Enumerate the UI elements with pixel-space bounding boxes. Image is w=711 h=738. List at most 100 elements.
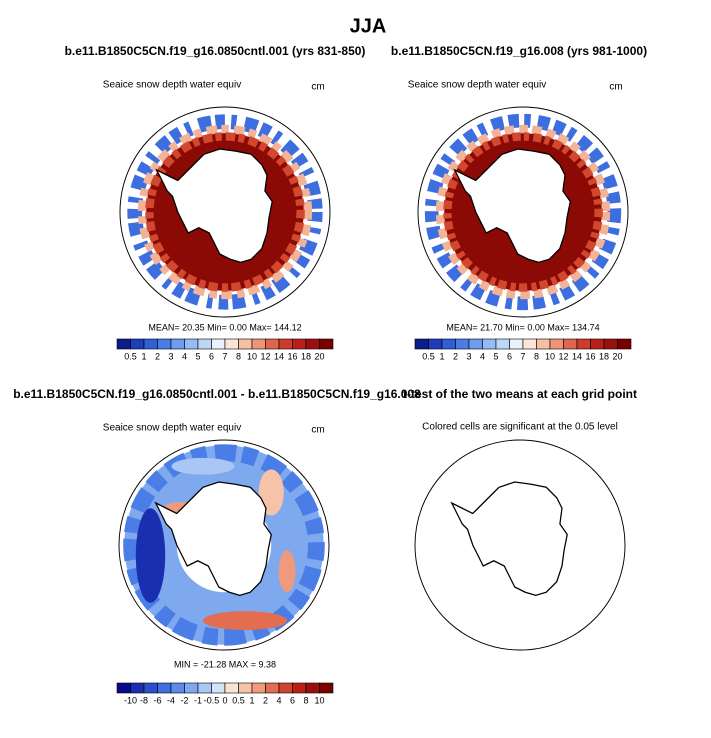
- colorbar-box: [482, 338, 497, 350]
- colorbar-label: -0.5: [204, 695, 220, 705]
- units: cm: [311, 425, 324, 436]
- colorbar-box: [157, 338, 172, 350]
- colorbar-box: [305, 682, 320, 694]
- stats: MEAN= 20.35 Min= 0.00 Max= 144.12: [148, 322, 301, 332]
- colorbar-box: [251, 682, 266, 694]
- colorbar-label: 14: [572, 351, 582, 361]
- colorbar-label: 6: [209, 351, 214, 361]
- colorbar-box: [278, 338, 293, 350]
- colorbar-box: [455, 338, 470, 350]
- colorbar-label: 3: [168, 351, 173, 361]
- map: [118, 439, 330, 651]
- colorbar-label: -4: [167, 695, 175, 705]
- colorbar-label: 0.5: [124, 351, 137, 361]
- colorbar-box: [170, 338, 185, 350]
- colorbar-label: -8: [140, 695, 148, 705]
- colorbar-box: [468, 338, 483, 350]
- colorbar-box: [130, 338, 145, 350]
- colorbar-label: 16: [287, 351, 297, 361]
- panel-title: b.e11.B1850C5CN.f19_g16.0850cntl.001 (yr…: [65, 44, 366, 58]
- colorbar-label: 6: [507, 351, 512, 361]
- panel-subtitle: Seaice snow depth water equiv: [408, 80, 546, 91]
- panel-title: b.e11.B1850C5CN.f19_g16.008 (yrs 981-100…: [391, 44, 647, 58]
- colorbar-label: 20: [612, 351, 622, 361]
- colorbar-box: [495, 338, 510, 350]
- colorbar-label: 2: [453, 351, 458, 361]
- colorbar-label: 4: [182, 351, 187, 361]
- colorbar-label: 2: [263, 695, 268, 705]
- colorbar-box: [319, 338, 334, 350]
- colorbar-label: 18: [301, 351, 311, 361]
- panel-title: t-test of the two means at each grid poi…: [403, 387, 637, 401]
- colorbar-label: 0.5: [232, 695, 245, 705]
- colorbar-label: 4: [276, 695, 281, 705]
- colorbar-box: [617, 338, 632, 350]
- colorbar-box: [441, 338, 456, 350]
- colorbar-label: 18: [599, 351, 609, 361]
- colorbar-box: [265, 682, 280, 694]
- colorbar-label: 10: [314, 695, 324, 705]
- colorbar-label: 5: [493, 351, 498, 361]
- colorbar-box: [536, 338, 551, 350]
- colorbar-box: [143, 682, 158, 694]
- stats: MEAN= 21.70 Min= 0.00 Max= 134.74: [446, 322, 599, 332]
- colorbar-label: 6: [290, 695, 295, 705]
- colorbar-box: [319, 682, 334, 694]
- colorbar-label: 0: [222, 695, 227, 705]
- colorbar-label: 7: [520, 351, 525, 361]
- colorbar-box: [305, 338, 320, 350]
- colorbar-label: 10: [545, 351, 555, 361]
- map: [119, 106, 331, 318]
- colorbar-label: 1: [439, 351, 444, 361]
- map: [417, 106, 629, 318]
- colorbar-box: [184, 682, 199, 694]
- colorbar-label: 12: [260, 351, 270, 361]
- colorbar-box: [184, 338, 199, 350]
- colorbar-box: [170, 682, 185, 694]
- colorbar-label: 8: [534, 351, 539, 361]
- colorbar-box: [292, 338, 307, 350]
- colorbar-box: [563, 338, 578, 350]
- colorbar-label: 5: [195, 351, 200, 361]
- colorbar-box: [197, 682, 212, 694]
- colorbar-label: -10: [124, 695, 137, 705]
- colorbar-label: 10: [247, 351, 257, 361]
- colorbar-box: [197, 338, 212, 350]
- colorbar-box: [576, 338, 591, 350]
- colorbar-label: 3: [466, 351, 471, 361]
- colorbar-box: [414, 338, 429, 350]
- colorbar-box: [224, 682, 239, 694]
- colorbar-label: 7: [222, 351, 227, 361]
- colorbar-label: 1: [249, 695, 254, 705]
- units: cm: [609, 82, 622, 93]
- colorbar-box: [549, 338, 564, 350]
- colorbar-label: 16: [585, 351, 595, 361]
- colorbar-label: 8: [236, 351, 241, 361]
- colorbar-label: 0.5: [422, 351, 435, 361]
- colorbar-box: [522, 338, 537, 350]
- colorbar-label: 4: [480, 351, 485, 361]
- panel-title: b.e11.B1850C5CN.f19_g16.0850cntl.001 - b…: [13, 387, 421, 401]
- colorbar-box: [143, 338, 158, 350]
- colorbar-label: 1: [141, 351, 146, 361]
- colorbar-box: [603, 338, 618, 350]
- colorbar-box: [224, 338, 239, 350]
- colorbar-box: [157, 682, 172, 694]
- stats: MIN = -21.28 MAX = 9.38: [174, 659, 276, 669]
- colorbar-box: [509, 338, 524, 350]
- colorbar-box: [428, 338, 443, 350]
- colorbar-box: [590, 338, 605, 350]
- colorbar-box: [265, 338, 280, 350]
- colorbar-label: 8: [303, 695, 308, 705]
- colorbar-box: [116, 338, 131, 350]
- panel-subtitle: Colored cells are significant at the 0.0…: [422, 422, 618, 433]
- colorbar-label: -1: [194, 695, 202, 705]
- colorbar-box: [251, 338, 266, 350]
- figure-title: JJA: [350, 15, 387, 37]
- colorbar-label: 12: [558, 351, 568, 361]
- colorbar-box: [238, 682, 253, 694]
- colorbar-label: -2: [180, 695, 188, 705]
- colorbar-box: [211, 682, 226, 694]
- colorbar-box: [116, 682, 131, 694]
